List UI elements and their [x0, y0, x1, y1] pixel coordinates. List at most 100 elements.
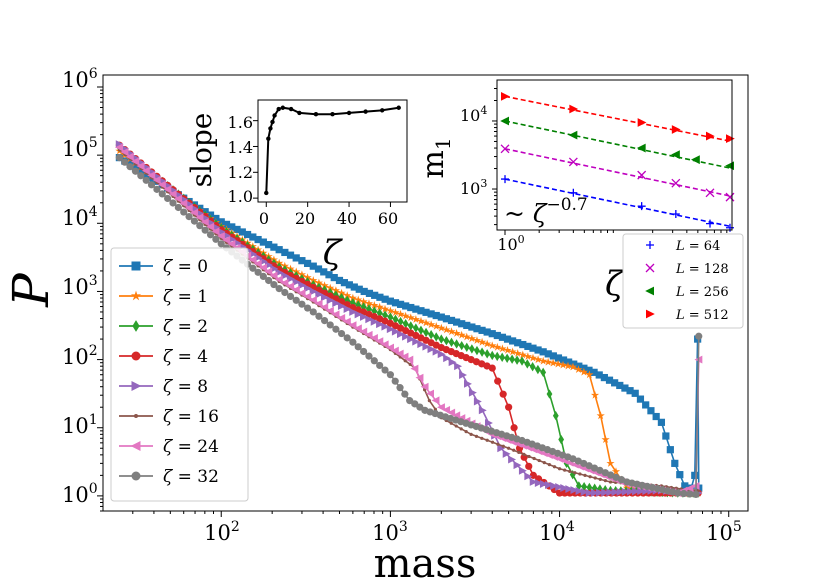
main-xtick-labels: 102 103 104 105	[204, 519, 742, 545]
point-marker	[517, 450, 521, 454]
point-marker	[612, 473, 620, 481]
point-marker	[265, 261, 273, 270]
point-marker	[464, 379, 472, 388]
inset-m1-background	[497, 80, 732, 230]
point-marker	[725, 134, 735, 144]
point-marker	[480, 436, 484, 440]
point-marker	[264, 190, 269, 196]
point-marker	[671, 178, 681, 188]
legend-handle	[646, 241, 654, 249]
point-marker	[386, 306, 395, 315]
main-xtick-label: 102	[204, 519, 240, 545]
point-marker	[507, 446, 511, 450]
point-marker	[169, 199, 177, 207]
point-marker	[131, 157, 140, 166]
legend-label: L = 512	[675, 308, 729, 323]
point-marker	[580, 488, 589, 497]
point-marker	[652, 412, 660, 421]
point-marker	[354, 295, 363, 304]
point-marker	[590, 368, 598, 376]
legend-label: L = 64	[675, 239, 720, 254]
point-marker	[309, 308, 317, 316]
point-marker	[459, 427, 463, 431]
point-marker	[303, 259, 312, 268]
point-marker	[254, 268, 262, 276]
point-marker	[478, 337, 487, 346]
point-marker	[137, 167, 145, 175]
point-marker	[190, 217, 199, 225]
point-marker	[386, 371, 395, 379]
point-marker	[270, 264, 279, 273]
point-marker	[504, 353, 511, 363]
point-marker	[376, 293, 384, 301]
point-marker	[554, 359, 563, 368]
point-marker	[437, 323, 446, 332]
point-marker	[330, 112, 335, 117]
point-marker	[387, 312, 394, 322]
main-xtick-label: 104	[539, 519, 575, 545]
point-marker	[408, 362, 412, 367]
point-marker	[115, 143, 123, 152]
point-marker	[596, 488, 604, 497]
point-marker	[275, 285, 283, 293]
point-marker	[337, 329, 346, 338]
point-marker	[249, 233, 257, 241]
point-marker	[647, 407, 655, 415]
point-marker	[314, 265, 323, 273]
point-marker	[249, 250, 258, 258]
point-marker	[583, 473, 587, 477]
point-marker	[325, 271, 333, 279]
point-marker	[348, 293, 357, 302]
point-marker	[458, 340, 465, 351]
point-marker	[136, 162, 145, 171]
point-marker	[254, 235, 262, 244]
point-marker	[400, 352, 409, 361]
point-marker	[391, 327, 400, 336]
point-marker	[537, 458, 541, 463]
point-marker	[559, 356, 568, 364]
point-marker	[662, 432, 670, 440]
point-marker	[601, 488, 610, 497]
legend-label: ζ = 2	[163, 317, 208, 337]
point-marker	[130, 290, 142, 301]
inset-m1-annotation: ~ ζ−0.7	[504, 195, 588, 228]
point-marker	[483, 339, 492, 348]
point-marker	[646, 309, 655, 319]
point-marker	[381, 366, 389, 374]
point-marker	[371, 291, 379, 299]
point-marker	[280, 105, 286, 110]
point-marker	[137, 172, 145, 180]
point-marker	[472, 336, 482, 344]
point-marker	[478, 326, 486, 334]
point-marker	[448, 358, 457, 367]
point-marker	[607, 471, 615, 479]
point-marker	[391, 377, 399, 385]
point-marker	[498, 344, 507, 353]
main-ytick-label: 104	[62, 204, 98, 230]
point-marker	[364, 330, 373, 339]
main-ytick-labels: 100 101 102 103 104 105 106	[62, 66, 98, 507]
point-marker	[401, 311, 410, 320]
point-marker	[563, 361, 573, 370]
point-marker	[309, 262, 317, 270]
legend-label: ζ = 16	[163, 407, 219, 427]
point-marker	[453, 318, 461, 326]
point-marker	[671, 150, 680, 160]
point-marker	[337, 288, 346, 297]
point-marker	[457, 330, 466, 339]
point-marker	[502, 449, 511, 458]
point-marker	[190, 208, 199, 217]
point-marker	[346, 110, 352, 116]
point-marker	[508, 455, 517, 464]
point-marker	[201, 226, 209, 234]
fit-line	[504, 95, 733, 143]
point-marker	[447, 327, 456, 336]
point-marker	[121, 158, 129, 166]
main-ylabel: P	[2, 272, 60, 308]
point-marker	[410, 364, 419, 373]
point-marker	[494, 351, 501, 362]
point-marker	[427, 398, 432, 403]
point-marker	[496, 442, 500, 446]
point-marker	[381, 295, 389, 303]
point-marker	[153, 185, 161, 193]
